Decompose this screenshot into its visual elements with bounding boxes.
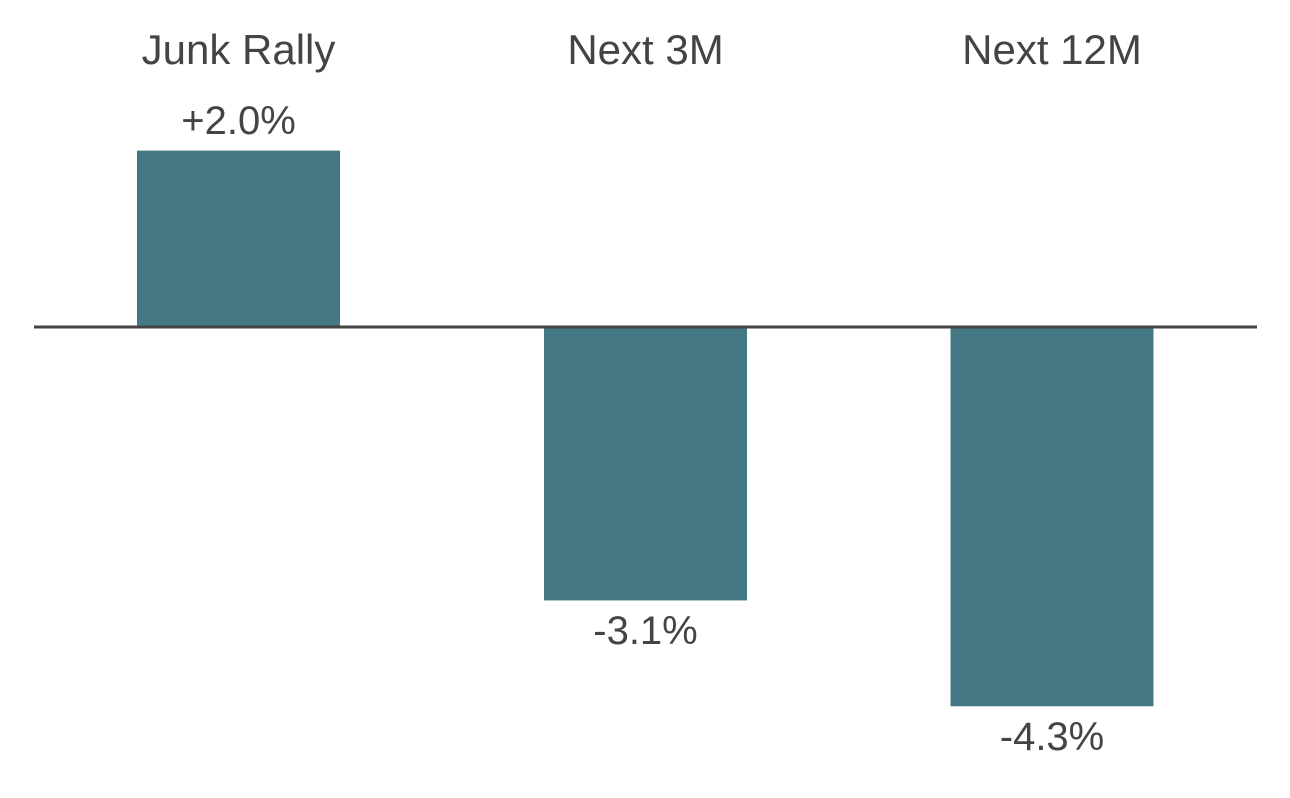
bars-group <box>137 150 1154 707</box>
bar-next-12m <box>950 327 1154 707</box>
category-label-junk-rally: Junk Rally <box>142 26 336 73</box>
category-labels: Junk Rally Next 3M Next 12M <box>142 26 1142 73</box>
value-label-next-12m: -4.3% <box>1000 715 1105 759</box>
category-label-next-3m: Next 3M <box>567 26 723 73</box>
value-labels: +2.0% -3.1% -4.3% <box>181 99 1104 759</box>
category-label-next-12m: Next 12M <box>962 26 1142 73</box>
value-label-next-3m: -3.1% <box>593 609 698 653</box>
bar-junk-rally <box>137 150 340 327</box>
bar-next-3m <box>544 327 747 601</box>
value-label-junk-rally: +2.0% <box>181 99 296 143</box>
